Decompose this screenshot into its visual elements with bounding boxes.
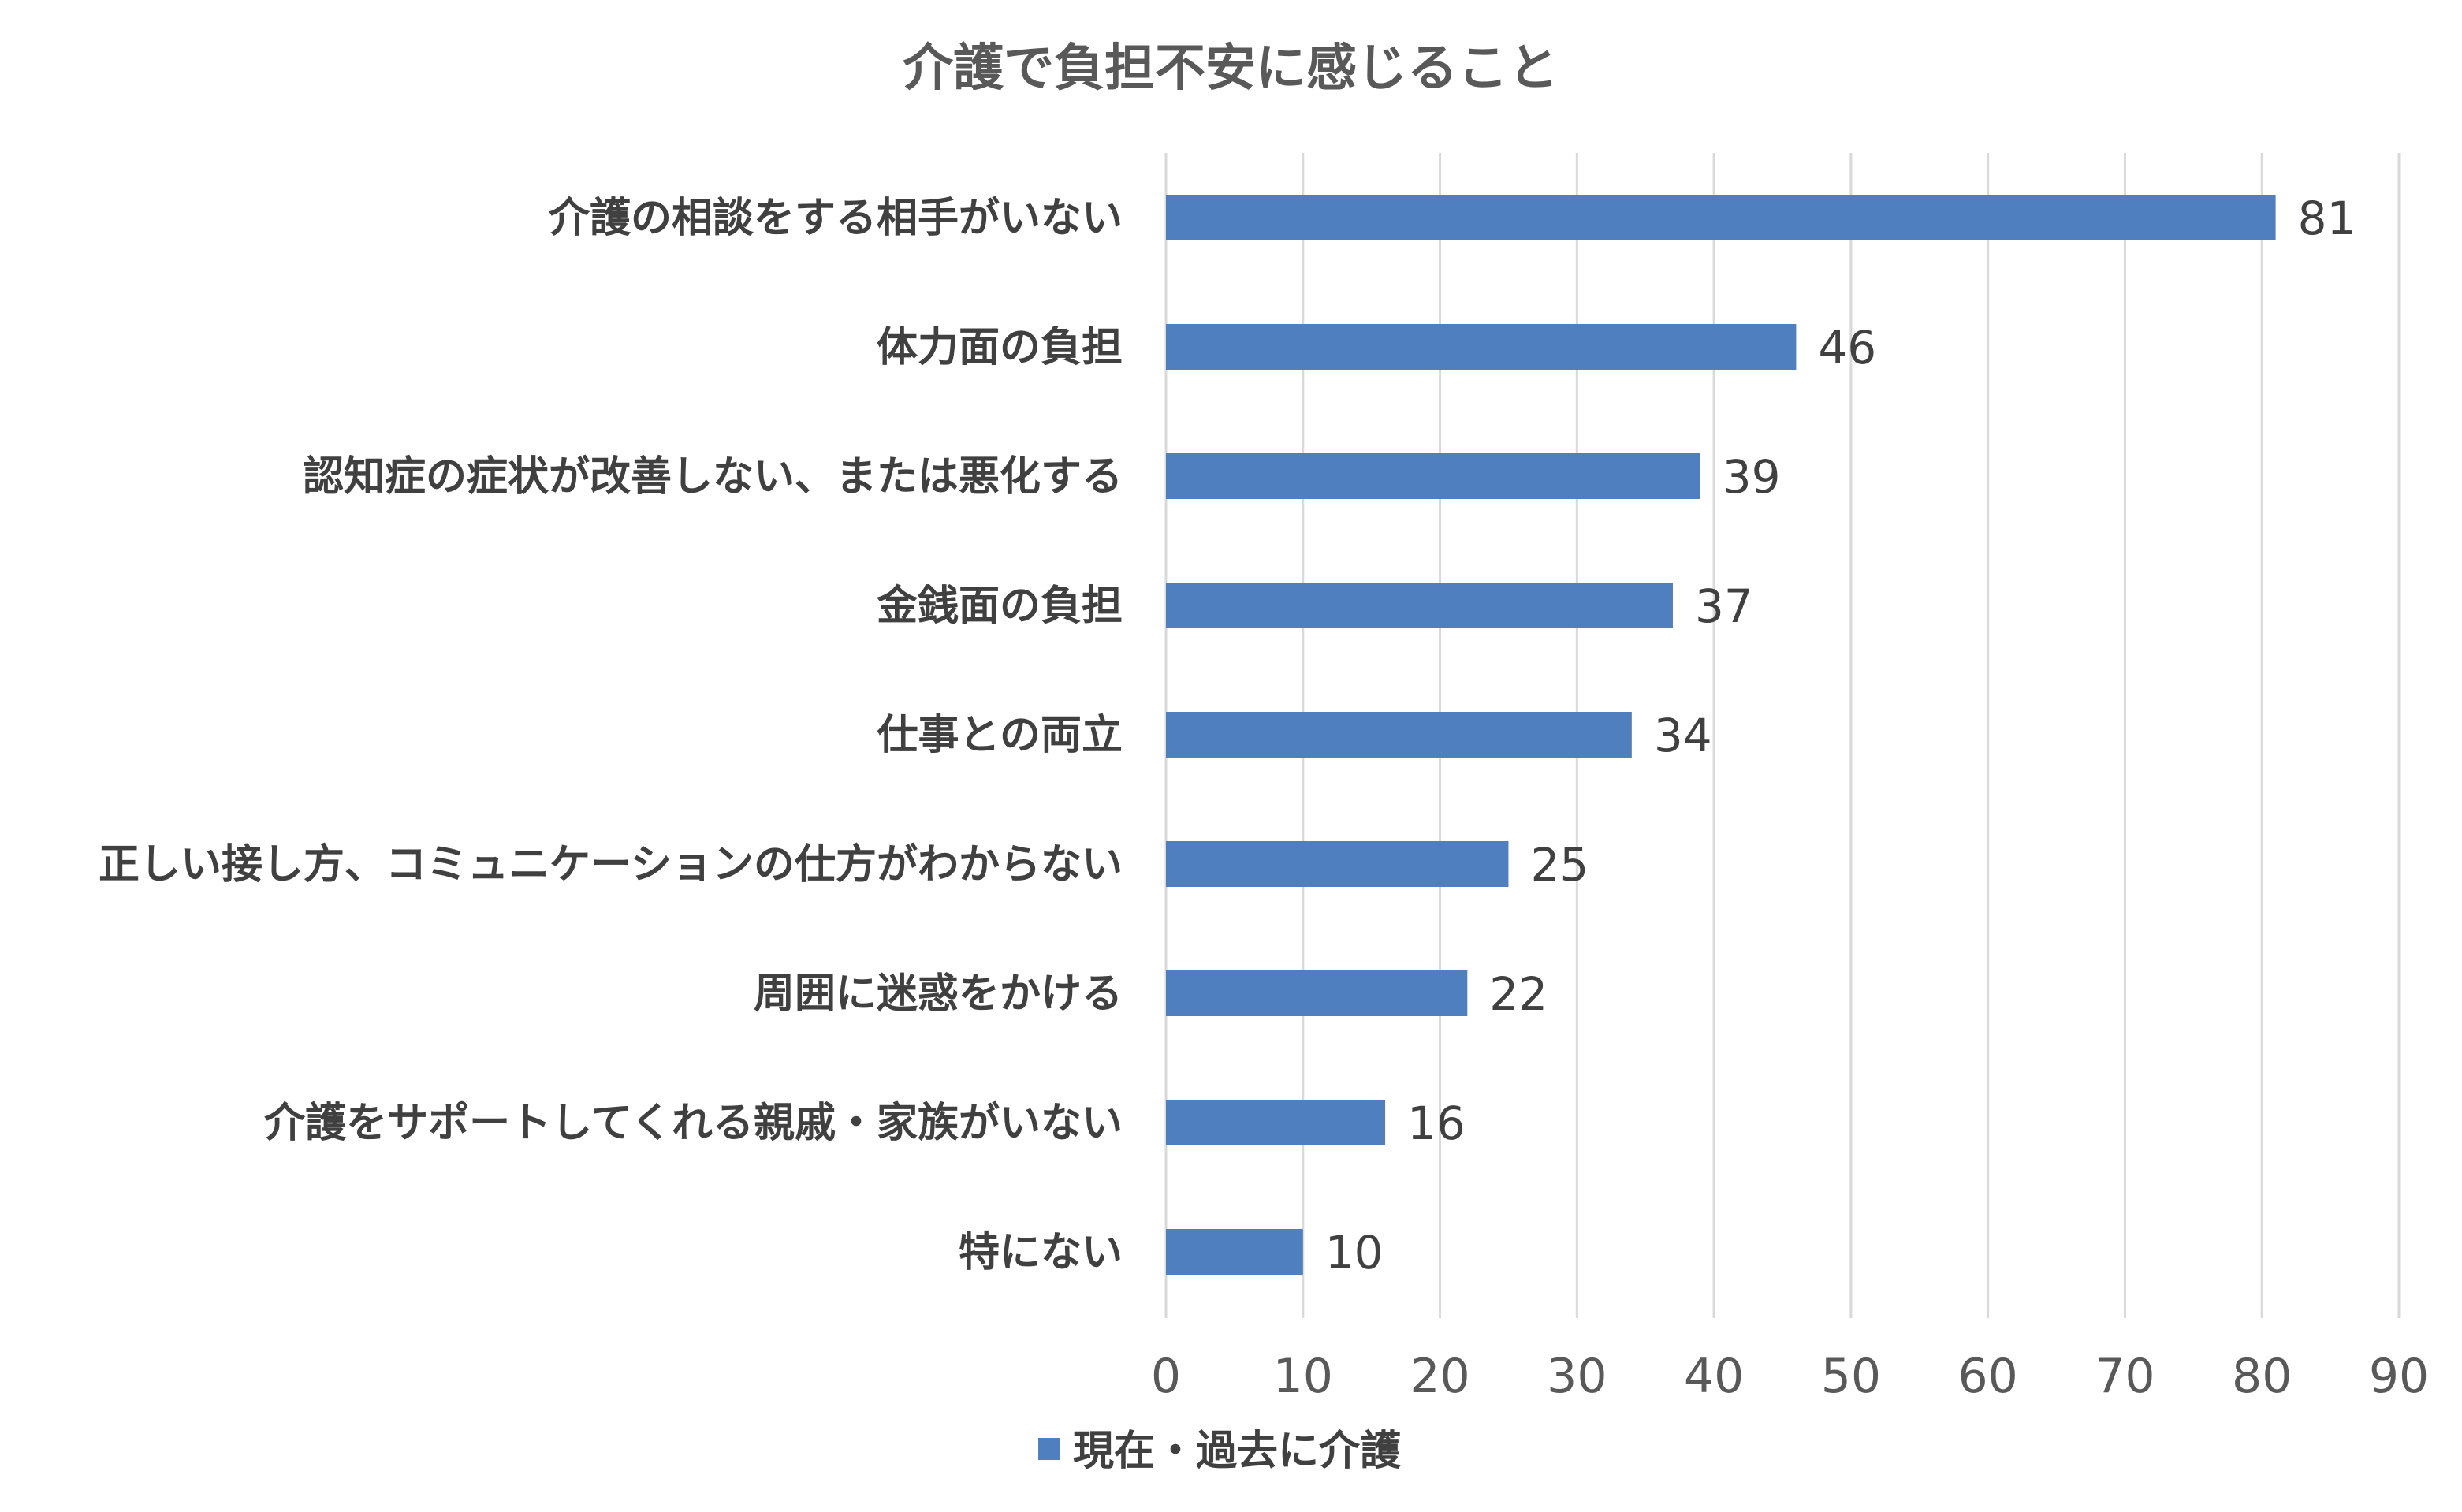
value-labels: 81 46 39 37 34 25 22 16 10 [1325, 192, 2356, 1279]
data-label: 22 [1489, 967, 1548, 1021]
category-label: 周囲に迷惑をかける [754, 970, 1123, 1018]
bar [1166, 324, 1797, 370]
chart-title: 介護で負担不安に感じること [903, 39, 1559, 98]
category-label: 特にない [959, 1229, 1123, 1276]
x-tick-label: 90 [2369, 1349, 2429, 1404]
data-label: 16 [1407, 1097, 1466, 1150]
x-axis-ticks: 0 10 20 30 40 50 60 70 80 90 [1151, 1349, 2429, 1404]
legend-label: 現在・過去に介護 [1073, 1428, 1402, 1475]
category-labels: 介護の相談をする相手がいない体力面の負担認知症の症状が改善しない、または悪化する… [99, 195, 1123, 1276]
bar [1166, 1100, 1386, 1145]
x-tick-label: 20 [1410, 1349, 1469, 1404]
bar [1166, 195, 2276, 240]
category-label: 金銭面の負担 [876, 583, 1123, 630]
bars [1166, 195, 2276, 1275]
x-tick-label: 50 [1821, 1349, 1881, 1404]
x-tick-label: 60 [1957, 1349, 2017, 1404]
bar [1166, 712, 1632, 758]
data-label: 81 [2298, 192, 2356, 245]
x-tick-label: 0 [1151, 1349, 1181, 1404]
category-label: 仕事との両立 [877, 712, 1123, 759]
category-label: 体力面の負担 [877, 324, 1123, 371]
x-tick-label: 30 [1547, 1349, 1607, 1404]
bar [1166, 1229, 1303, 1275]
legend-swatch [1038, 1438, 1060, 1460]
x-tick-label: 80 [2232, 1349, 2292, 1404]
bar [1166, 583, 1673, 628]
data-label: 25 [1530, 838, 1589, 892]
bar [1166, 453, 1700, 499]
data-label: 37 [1695, 579, 1753, 633]
bar [1166, 841, 1509, 887]
x-tick-label: 40 [1684, 1349, 1744, 1404]
bar [1166, 970, 1468, 1016]
category-label: 正しい接し方、コミュニケーションの仕方がわからない [99, 841, 1123, 888]
data-label: 46 [1818, 321, 1876, 374]
data-label: 39 [1723, 450, 1781, 504]
legend: 現在・過去に介護 [1038, 1428, 1402, 1475]
category-label: 介護の相談をする相手がいない [549, 195, 1123, 242]
x-tick-label: 70 [2095, 1349, 2155, 1404]
category-label: 認知症の症状が改善しない、または悪化する [303, 453, 1123, 501]
category-label: 介護をサポートしてくれる親戚・家族がいない [264, 1100, 1123, 1147]
data-label: 10 [1325, 1226, 1384, 1279]
x-tick-label: 10 [1273, 1349, 1333, 1404]
data-label: 34 [1654, 709, 1712, 762]
